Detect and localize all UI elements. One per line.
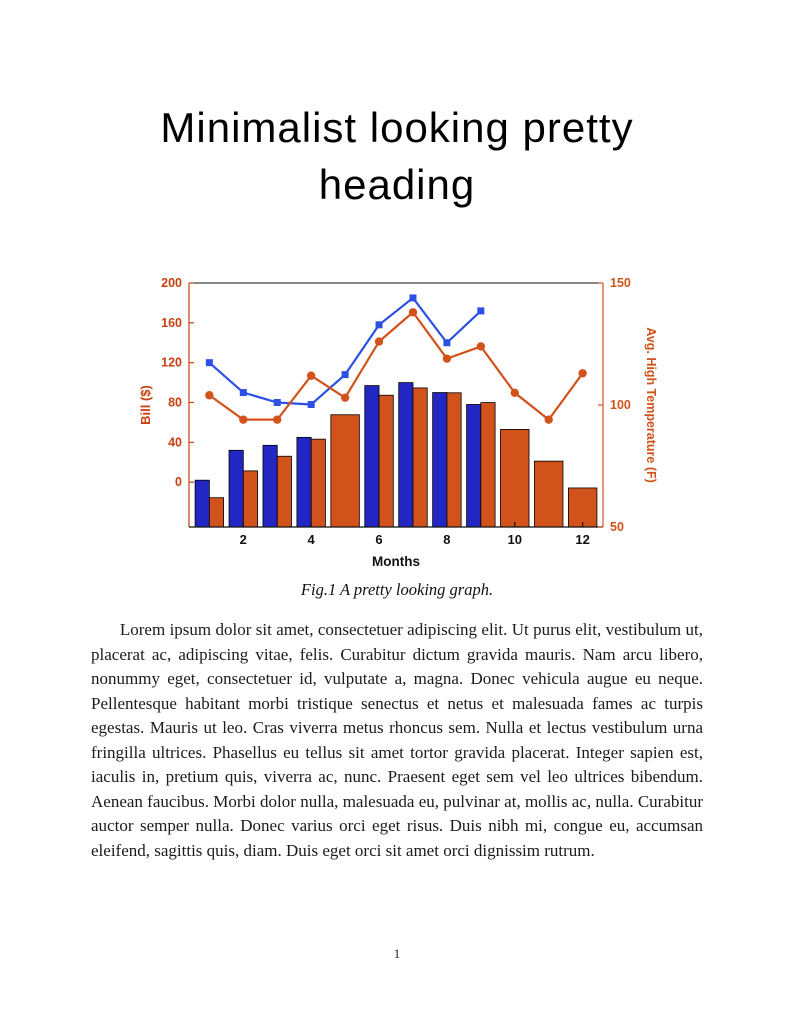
body-paragraph: Lorem ipsum dolor sit amet, consectetuer… bbox=[91, 620, 703, 860]
page-number: 1 bbox=[393, 946, 401, 961]
svg-text:Avg. High Temperature (F): Avg. High Temperature (F) bbox=[644, 328, 657, 484]
svg-text:80: 80 bbox=[168, 396, 182, 410]
svg-text:120: 120 bbox=[161, 356, 182, 370]
svg-text:4: 4 bbox=[308, 532, 316, 547]
svg-text:12: 12 bbox=[575, 532, 589, 547]
svg-text:200: 200 bbox=[161, 276, 182, 290]
svg-text:50: 50 bbox=[610, 520, 624, 534]
svg-text:8: 8 bbox=[443, 532, 450, 547]
svg-text:Months: Months bbox=[372, 554, 420, 569]
svg-text:2: 2 bbox=[240, 532, 247, 547]
svg-text:40: 40 bbox=[168, 436, 182, 450]
svg-text:0: 0 bbox=[175, 476, 182, 490]
svg-text:100: 100 bbox=[610, 398, 631, 412]
svg-text:10: 10 bbox=[508, 532, 522, 547]
figure-caption: Fig.1 A pretty looking graph. bbox=[300, 580, 494, 600]
svg-text:160: 160 bbox=[161, 316, 182, 330]
svg-text:6: 6 bbox=[375, 532, 382, 547]
svg-text:Bill ($): Bill ($) bbox=[138, 386, 153, 426]
svg-text:150: 150 bbox=[610, 276, 631, 290]
figure-chart: 0 40 80 120 160 200 50 100 150 2 4 6 8 10 12 Months Bill… bbox=[137, 271, 658, 571]
page-title: Minimalist looking pretty heading bbox=[160, 104, 634, 208]
figure: 0 40 80 120 160 200 50 100 150 2 4 6 8 10 12 Months Bill… bbox=[0, 271, 794, 600]
